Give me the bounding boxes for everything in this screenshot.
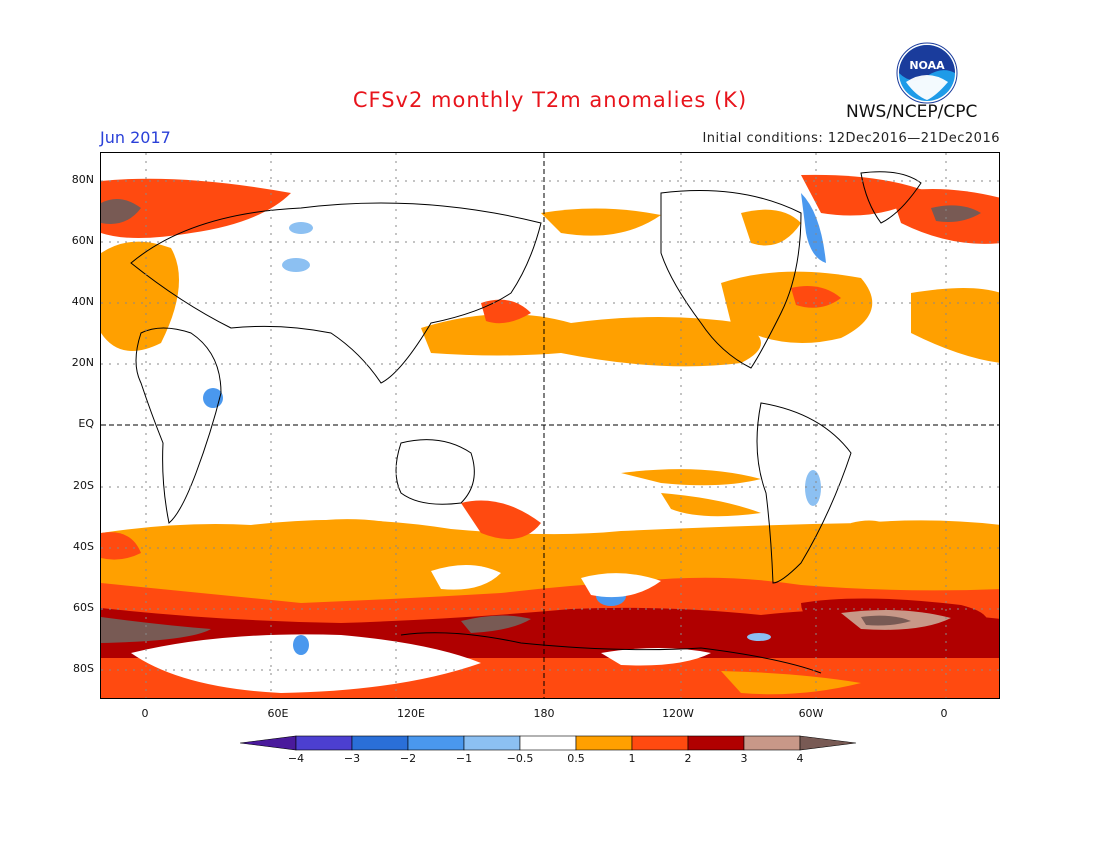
anomaly-region <box>289 222 313 234</box>
lon-label: 60W <box>798 707 824 720</box>
colorbar-end-arrow <box>799 735 857 751</box>
coastline-north-america <box>660 190 802 369</box>
lat-label: EQ <box>78 417 94 430</box>
colorbar-label: 0.5 <box>567 752 585 765</box>
colorbar-label: −3 <box>343 752 361 765</box>
colorbar-end-arrow <box>240 735 297 751</box>
anomaly-region <box>601 648 711 666</box>
anomaly-region <box>421 314 761 367</box>
colorbar-cell <box>351 735 409 751</box>
lat-label: 80S <box>73 662 94 675</box>
chart-title: CFSv2 monthly T2m anomalies (K) <box>352 88 748 112</box>
colorbar-label: −0.5 <box>506 752 534 765</box>
anomaly-region <box>581 573 661 598</box>
colorbar-cell <box>743 735 801 751</box>
anomaly-region <box>805 470 821 506</box>
lon-label: 120W <box>662 707 694 720</box>
agency-label: NWS/NCEP/CPC <box>846 102 978 122</box>
colorbar-label: 2 <box>684 752 692 765</box>
colorbar-label: 3 <box>740 752 748 765</box>
lat-label: 20N <box>71 356 94 369</box>
colorbar-label: 1 <box>628 752 636 765</box>
anomaly-region <box>541 208 661 236</box>
colorbar-cell <box>687 735 745 751</box>
anomaly-region <box>791 285 841 308</box>
lat-label: 60N <box>71 234 94 247</box>
anomaly-region <box>911 288 999 363</box>
colorbar-cell <box>631 735 689 751</box>
lat-label: 40S <box>73 540 94 553</box>
anomaly-region <box>741 209 801 246</box>
colorbar-cell <box>407 735 465 751</box>
lon-label: 180 <box>533 707 555 720</box>
anomaly-region <box>431 564 501 590</box>
colorbar-cell <box>575 735 633 751</box>
coastline-greenland <box>860 171 922 224</box>
anomaly-region <box>282 258 310 272</box>
anomaly-region <box>131 634 481 693</box>
lon-label: 60E <box>267 707 289 720</box>
continent-outlines <box>130 171 922 674</box>
lon-label: 0 <box>141 707 149 720</box>
coastline-south-america <box>756 402 852 584</box>
colorbar-label: −1 <box>455 752 473 765</box>
colorbar <box>240 735 857 751</box>
colorbar-cell <box>295 735 353 751</box>
anomaly-region <box>931 205 981 222</box>
anomaly-region <box>461 615 531 633</box>
anomaly-region <box>661 493 761 517</box>
coastline-africa <box>135 327 222 524</box>
noaa-logo: NOAA <box>896 42 958 104</box>
anomaly-region <box>101 241 179 351</box>
anomaly-region <box>481 299 531 324</box>
colorbar-label: −4 <box>287 752 305 765</box>
anomaly-region <box>851 520 901 549</box>
anomaly-region <box>861 615 911 626</box>
anomaly-region <box>747 633 771 641</box>
anomaly-region <box>101 199 141 224</box>
anomaly-region <box>101 617 211 643</box>
coastline-eurasia <box>130 202 542 384</box>
colorbar-cell <box>519 735 577 751</box>
lat-label: 60S <box>73 601 94 614</box>
lat-label: 40N <box>71 295 94 308</box>
anomaly-region <box>101 532 141 560</box>
lon-label: 0 <box>940 707 948 720</box>
colorbar-label: 4 <box>796 752 804 765</box>
initial-conditions-label: Initial conditions: 12Dec2016—21Dec2016 <box>702 131 1000 146</box>
anomaly-region <box>101 178 291 238</box>
colorbar-cell <box>463 735 521 751</box>
anomaly-region <box>721 671 861 695</box>
logo-text: NOAA <box>909 59 945 72</box>
anomaly-region <box>461 500 541 540</box>
lon-label: 120E <box>397 707 425 720</box>
anomaly-region <box>721 271 873 343</box>
anomaly-region <box>293 635 309 655</box>
anomaly-map <box>100 152 1000 699</box>
map-canvas <box>101 153 999 698</box>
lat-label: 20S <box>73 479 94 492</box>
month-label: Jun 2017 <box>100 128 171 147</box>
coastline-antarctica <box>400 632 822 674</box>
coastline-australia <box>395 439 475 505</box>
lat-label: 80N <box>71 173 94 186</box>
anomaly-region <box>621 469 761 486</box>
reference-lines <box>101 153 999 698</box>
colorbar-label: −2 <box>399 752 417 765</box>
anomaly-region <box>801 193 826 263</box>
anomaly-region <box>301 519 421 541</box>
graticule <box>101 153 999 698</box>
